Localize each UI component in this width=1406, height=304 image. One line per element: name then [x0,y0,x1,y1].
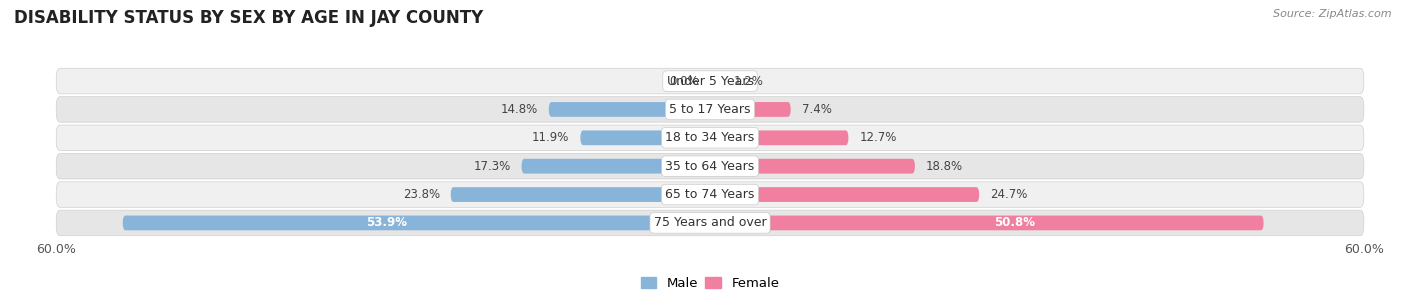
Text: 0.0%: 0.0% [669,74,699,88]
Text: 14.8%: 14.8% [501,103,538,116]
Text: DISABILITY STATUS BY SEX BY AGE IN JAY COUNTY: DISABILITY STATUS BY SEX BY AGE IN JAY C… [14,9,484,27]
Text: 23.8%: 23.8% [402,188,440,201]
Text: 18 to 34 Years: 18 to 34 Years [665,131,755,144]
FancyBboxPatch shape [522,159,710,174]
Text: 24.7%: 24.7% [990,188,1028,201]
Text: 75 Years and over: 75 Years and over [654,216,766,230]
FancyBboxPatch shape [56,97,1364,122]
FancyBboxPatch shape [56,68,1364,94]
Text: 11.9%: 11.9% [531,131,569,144]
Text: 7.4%: 7.4% [801,103,831,116]
Text: 53.9%: 53.9% [367,216,408,230]
FancyBboxPatch shape [710,102,790,117]
FancyBboxPatch shape [56,210,1364,236]
Text: 1.2%: 1.2% [734,74,763,88]
Text: 12.7%: 12.7% [859,131,897,144]
Text: 5 to 17 Years: 5 to 17 Years [669,103,751,116]
FancyBboxPatch shape [581,130,710,145]
FancyBboxPatch shape [548,102,710,117]
Text: 50.8%: 50.8% [994,216,1035,230]
FancyBboxPatch shape [710,159,915,174]
FancyBboxPatch shape [710,130,848,145]
FancyBboxPatch shape [710,216,1264,230]
FancyBboxPatch shape [710,74,723,88]
FancyBboxPatch shape [56,182,1364,207]
Text: Under 5 Years: Under 5 Years [666,74,754,88]
Text: 35 to 64 Years: 35 to 64 Years [665,160,755,173]
FancyBboxPatch shape [56,125,1364,150]
FancyBboxPatch shape [451,187,710,202]
Legend: Male, Female: Male, Female [636,272,785,295]
Text: 65 to 74 Years: 65 to 74 Years [665,188,755,201]
FancyBboxPatch shape [710,187,979,202]
Text: 18.8%: 18.8% [925,160,963,173]
Text: Source: ZipAtlas.com: Source: ZipAtlas.com [1274,9,1392,19]
Text: 17.3%: 17.3% [474,160,510,173]
FancyBboxPatch shape [56,154,1364,179]
FancyBboxPatch shape [122,216,710,230]
